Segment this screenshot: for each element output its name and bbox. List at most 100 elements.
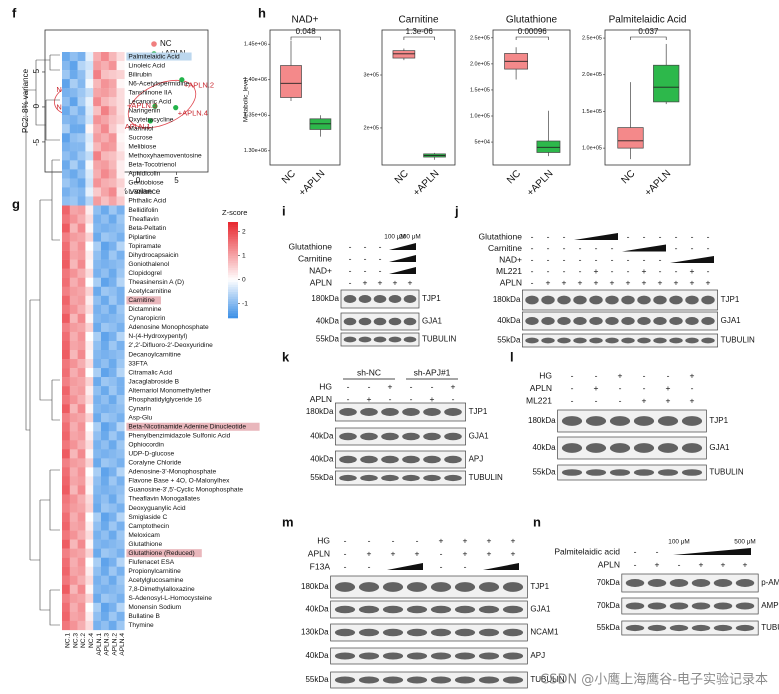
heatmap-cell (101, 548, 109, 558)
colorbar-label: -1 (242, 300, 248, 307)
column-label: NC.3 (72, 633, 79, 648)
heatmap-cell (69, 620, 78, 631)
plot-frame (381, 29, 456, 166)
heatmap-cell (77, 97, 86, 107)
heatmap-cell (77, 431, 86, 441)
heatmap-cell (77, 340, 86, 351)
colorbar-step (228, 241, 238, 244)
heatmap-cell (93, 61, 102, 71)
row-label: Flavone Base + 4O, O-Malonylhex (128, 478, 230, 485)
sign: - (392, 535, 395, 545)
heatmap-cell (77, 422, 86, 432)
heatmap-cell (93, 304, 102, 315)
band (681, 443, 703, 453)
heatmap-cell (108, 106, 117, 116)
band (343, 295, 357, 303)
sign: + (562, 277, 567, 287)
heatmap-cell (77, 250, 86, 260)
significance-bracket (515, 36, 549, 40)
sign: - (563, 231, 566, 241)
band (402, 408, 420, 416)
heatmap-cell (77, 169, 86, 179)
heatmap-cell (93, 449, 102, 459)
concentration-label: 100 μM (384, 234, 405, 241)
band (625, 579, 645, 587)
y-tick-label: -5 (32, 138, 41, 146)
heatmap-cell (93, 340, 102, 351)
size-label: 40kDa (316, 317, 340, 326)
sign: - (627, 266, 630, 276)
heatmap-cell (62, 566, 70, 576)
sign: - (349, 277, 352, 287)
size-label: 180kDa (301, 582, 329, 591)
heatmap-cell (77, 115, 86, 125)
heatmap-cell (93, 359, 102, 369)
label-highlight (126, 52, 192, 61)
heatmap-cell (93, 232, 102, 242)
colorbar-step (228, 298, 238, 302)
heatmap-cell (116, 485, 125, 495)
band (605, 295, 619, 305)
sign: - (547, 231, 550, 241)
size-label: 40kDa (532, 443, 556, 452)
heatmap-cell (85, 548, 94, 558)
heatmap-cell (62, 539, 70, 549)
heatmap-cell (62, 422, 70, 432)
row-label: Phosphatidylglyceride 16 (128, 396, 202, 403)
heatmap-cell (101, 449, 109, 459)
band (685, 295, 699, 305)
heatmap-cell (101, 431, 109, 441)
heatmap-cell (69, 611, 78, 622)
sign: - (571, 395, 574, 405)
heatmap-cell (69, 115, 78, 125)
band (358, 676, 380, 684)
panel-title: Palmitelaidic Acid (609, 15, 687, 26)
heatmap-cell (101, 259, 109, 269)
heatmap-cell (77, 106, 86, 116)
heatmap-cell (85, 241, 94, 251)
band (561, 469, 583, 476)
heatmap-cell (77, 548, 86, 558)
heatmap-cell (93, 142, 102, 152)
colorbar-step (228, 243, 238, 247)
sign: + (655, 559, 660, 569)
heatmap-cell (116, 494, 125, 504)
band (669, 624, 689, 632)
heatmap-cell (62, 557, 70, 567)
heatmap-cell (116, 61, 125, 71)
band (669, 317, 683, 325)
band (478, 676, 500, 684)
y-tick-label: 1.30e+06 (244, 148, 267, 154)
band (478, 605, 500, 614)
sign: + (367, 548, 372, 558)
protein-label: NCAM1 (530, 628, 559, 637)
colorbar-step (228, 250, 238, 254)
panel-title: NAD+ (292, 15, 319, 26)
band (609, 469, 631, 476)
band (525, 295, 539, 305)
sign: - (619, 395, 622, 405)
heatmap-cell (101, 404, 109, 414)
heatmap-cell (69, 223, 78, 233)
band (382, 628, 404, 637)
row-label: Beta-Tocotrienol (128, 162, 176, 169)
band (478, 628, 500, 637)
heatmap-cell (62, 458, 70, 468)
heatmap-cell (62, 223, 70, 233)
heatmap-cell (93, 377, 102, 387)
sign: - (364, 241, 367, 251)
heatmap-cell (108, 377, 117, 387)
row-label: Camptothecin (128, 523, 169, 530)
row-label: UDP-D-glucose (128, 451, 174, 458)
band (406, 676, 428, 684)
sign: - (643, 254, 646, 264)
heatmap-cell (101, 611, 109, 622)
heatmap-cell (108, 268, 117, 278)
heatmap-cell (101, 349, 109, 360)
heatmap-cell (62, 386, 70, 396)
heatmap-cell (101, 476, 109, 486)
row-label: Tanshinone IIA (128, 89, 172, 96)
band (339, 408, 357, 416)
heatmap-cell (69, 169, 78, 179)
